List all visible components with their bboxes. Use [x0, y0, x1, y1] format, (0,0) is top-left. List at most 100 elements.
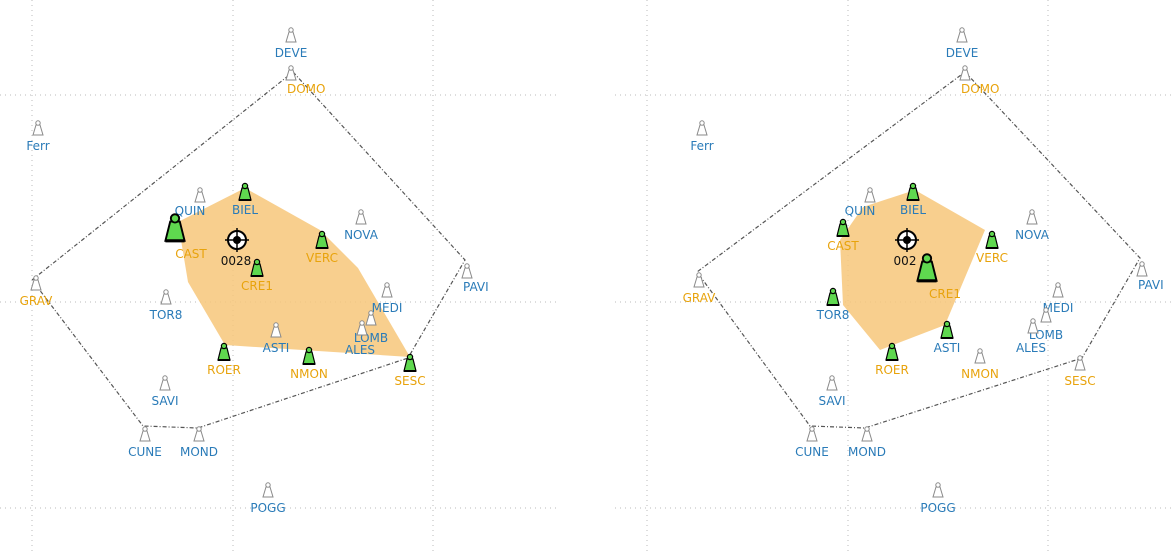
station-label: Ferr: [26, 139, 49, 153]
station-marker-icon: [956, 27, 968, 43]
station-savi[interactable]: SAVI: [818, 375, 846, 408]
station-label: PAVI: [1138, 278, 1164, 292]
station-marker-icon: [355, 209, 367, 225]
station-marker-icon: [302, 346, 316, 365]
station-marker-icon: [461, 263, 473, 279]
station-quin[interactable]: QUIN: [175, 187, 206, 218]
station-marker-icon: [365, 310, 377, 326]
station-label: Ferr: [690, 139, 713, 153]
station-label: MEDI: [372, 301, 403, 315]
station-tor8[interactable]: TOR8: [816, 287, 850, 322]
station-deve[interactable]: DEVE: [275, 27, 308, 60]
station-cre1[interactable]: CRE1: [241, 258, 273, 293]
station-ales[interactable]: ALES: [1016, 318, 1046, 355]
station-medi[interactable]: MEDI: [372, 282, 403, 315]
station-ferr[interactable]: Ferr: [690, 120, 714, 153]
crosshair-target-icon: [225, 228, 249, 252]
station-nmon[interactable]: NMON: [290, 346, 328, 381]
station-marker-icon: [985, 230, 999, 249]
station-pogg[interactable]: POGG: [920, 482, 956, 515]
station-marker-icon: [270, 322, 282, 338]
station-asti[interactable]: ASTI: [934, 320, 961, 355]
station-marker-icon: [403, 353, 417, 372]
station-marker-icon: [194, 187, 206, 203]
station-cune[interactable]: CUNE: [795, 426, 829, 459]
station-marker-icon: [159, 375, 171, 391]
station-sesc[interactable]: SESC: [394, 353, 426, 388]
station-asti[interactable]: ASTI: [263, 322, 290, 355]
station-cast[interactable]: CAST: [827, 218, 859, 253]
station-nova[interactable]: NOVA: [1015, 209, 1050, 242]
station-quin[interactable]: QUIN: [845, 187, 876, 218]
station-mond[interactable]: MOND: [848, 426, 886, 459]
station-label: ALES: [345, 343, 375, 357]
station-lomb[interactable]: LOMB: [1029, 307, 1063, 342]
station-marker-icon: [1074, 355, 1086, 371]
station-label: SAVI: [818, 394, 845, 408]
station-label: MOND: [848, 445, 886, 459]
station-marker-icon: [1052, 282, 1064, 298]
station-label: VERC: [306, 251, 338, 265]
station-marker-icon: [696, 120, 708, 136]
station-marker-icon: [285, 27, 297, 43]
station-marker-icon: [164, 213, 186, 243]
station-marker-icon: [974, 348, 986, 364]
network-map-left: DEVE DOMO Ferr QUIN BIEL CAST NOVA VERC CRE1 PAVI…: [0, 0, 560, 552]
station-marker-icon: [217, 342, 231, 361]
station-label: POGG: [250, 501, 285, 515]
station-label: BIEL: [900, 203, 926, 217]
coverage-area: [840, 190, 985, 350]
station-cune[interactable]: CUNE: [128, 426, 162, 459]
station-marker-icon: [238, 182, 252, 201]
station-pavi[interactable]: PAVI: [461, 263, 489, 294]
station-label: POGG: [920, 501, 955, 515]
station-label: SESC: [394, 374, 425, 388]
station-label: CAST: [827, 239, 859, 253]
station-tor8[interactable]: TOR8: [149, 289, 183, 322]
station-label: NOVA: [1015, 228, 1050, 242]
station-grav[interactable]: GRAV: [683, 272, 717, 305]
station-label: TOR8: [816, 308, 850, 322]
station-verc[interactable]: VERC: [976, 230, 1008, 265]
station-roer[interactable]: ROER: [207, 342, 241, 377]
station-marker-icon: [836, 218, 850, 237]
station-marker-icon: [906, 182, 920, 201]
station-label: ASTI: [934, 341, 961, 355]
station-ales[interactable]: ALES: [345, 320, 375, 357]
station-biel[interactable]: BIEL: [900, 182, 926, 217]
station-deve[interactable]: DEVE: [946, 27, 979, 60]
station-domo[interactable]: DOMO: [959, 65, 999, 96]
station-nova[interactable]: NOVA: [344, 209, 379, 242]
station-marker-icon: [250, 258, 264, 277]
station-grav[interactable]: GRAV: [20, 275, 54, 308]
station-roer[interactable]: ROER: [875, 342, 909, 377]
station-label: VERC: [976, 251, 1008, 265]
station-label: SAVI: [151, 394, 178, 408]
station-marker-icon: [285, 65, 297, 81]
station-label: NOVA: [344, 228, 379, 242]
station-biel[interactable]: BIEL: [232, 182, 258, 217]
station-marker-icon: [160, 289, 172, 305]
station-verc[interactable]: VERC: [306, 230, 338, 265]
station-cast[interactable]: CAST: [164, 213, 207, 261]
station-nmon[interactable]: NMON: [961, 348, 999, 381]
station-medi[interactable]: MEDI: [1043, 282, 1074, 315]
station-label: CRE1: [929, 287, 961, 301]
station-pogg[interactable]: POGG: [250, 482, 286, 515]
station-label: CAST: [175, 247, 207, 261]
station-marker-icon: [193, 426, 205, 442]
station-savi[interactable]: SAVI: [151, 375, 179, 408]
station-marker-icon: [262, 482, 274, 498]
station-mond[interactable]: MOND: [180, 426, 218, 459]
station-ferr[interactable]: Ferr: [26, 120, 50, 153]
station-marker-icon: [381, 282, 393, 298]
station-label: ALES: [1016, 341, 1046, 355]
station-marker-icon: [806, 426, 818, 442]
station-pavi[interactable]: PAVI: [1136, 261, 1164, 292]
station-label: CUNE: [128, 445, 162, 459]
station-domo[interactable]: DOMO: [285, 65, 325, 96]
station-cre1[interactable]: CRE1: [916, 253, 961, 301]
station-label: BIEL: [232, 203, 258, 217]
network-map-right-canvas: DEVE DOMO Ferr QUIN BIEL CAST NOVA VERC CRE1 PAVI…: [615, 0, 1175, 552]
station-sesc[interactable]: SESC: [1064, 355, 1096, 388]
